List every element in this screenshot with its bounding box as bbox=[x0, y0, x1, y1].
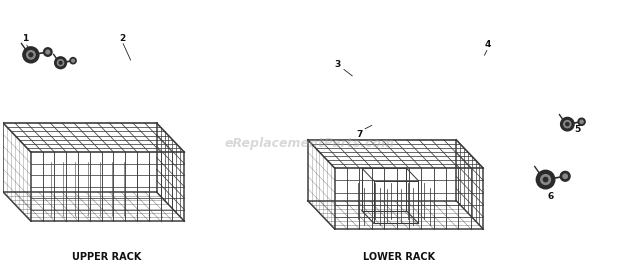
Circle shape bbox=[536, 170, 555, 189]
Circle shape bbox=[29, 53, 33, 57]
Circle shape bbox=[59, 61, 62, 64]
Circle shape bbox=[27, 51, 35, 59]
Text: 4: 4 bbox=[485, 41, 491, 50]
Circle shape bbox=[564, 120, 571, 128]
Circle shape bbox=[580, 120, 583, 123]
Circle shape bbox=[70, 58, 76, 64]
Circle shape bbox=[566, 123, 569, 126]
Circle shape bbox=[43, 48, 52, 56]
Text: 2: 2 bbox=[119, 33, 125, 42]
Text: eReplacementParts.com: eReplacementParts.com bbox=[225, 137, 395, 150]
Circle shape bbox=[560, 171, 570, 181]
Text: 3: 3 bbox=[335, 60, 341, 69]
Circle shape bbox=[58, 60, 64, 66]
Circle shape bbox=[578, 118, 585, 125]
Text: 1: 1 bbox=[22, 33, 28, 42]
Text: 6: 6 bbox=[547, 192, 554, 201]
Circle shape bbox=[23, 47, 39, 63]
Text: 5: 5 bbox=[574, 125, 580, 134]
Text: 7: 7 bbox=[356, 129, 363, 138]
Text: LOWER RACK: LOWER RACK bbox=[363, 252, 435, 262]
Circle shape bbox=[541, 175, 551, 184]
Circle shape bbox=[543, 177, 547, 182]
Circle shape bbox=[560, 118, 574, 131]
Circle shape bbox=[563, 174, 567, 178]
Circle shape bbox=[46, 50, 50, 54]
Text: UPPER RACK: UPPER RACK bbox=[73, 252, 142, 262]
Circle shape bbox=[55, 57, 66, 69]
Circle shape bbox=[72, 59, 74, 62]
